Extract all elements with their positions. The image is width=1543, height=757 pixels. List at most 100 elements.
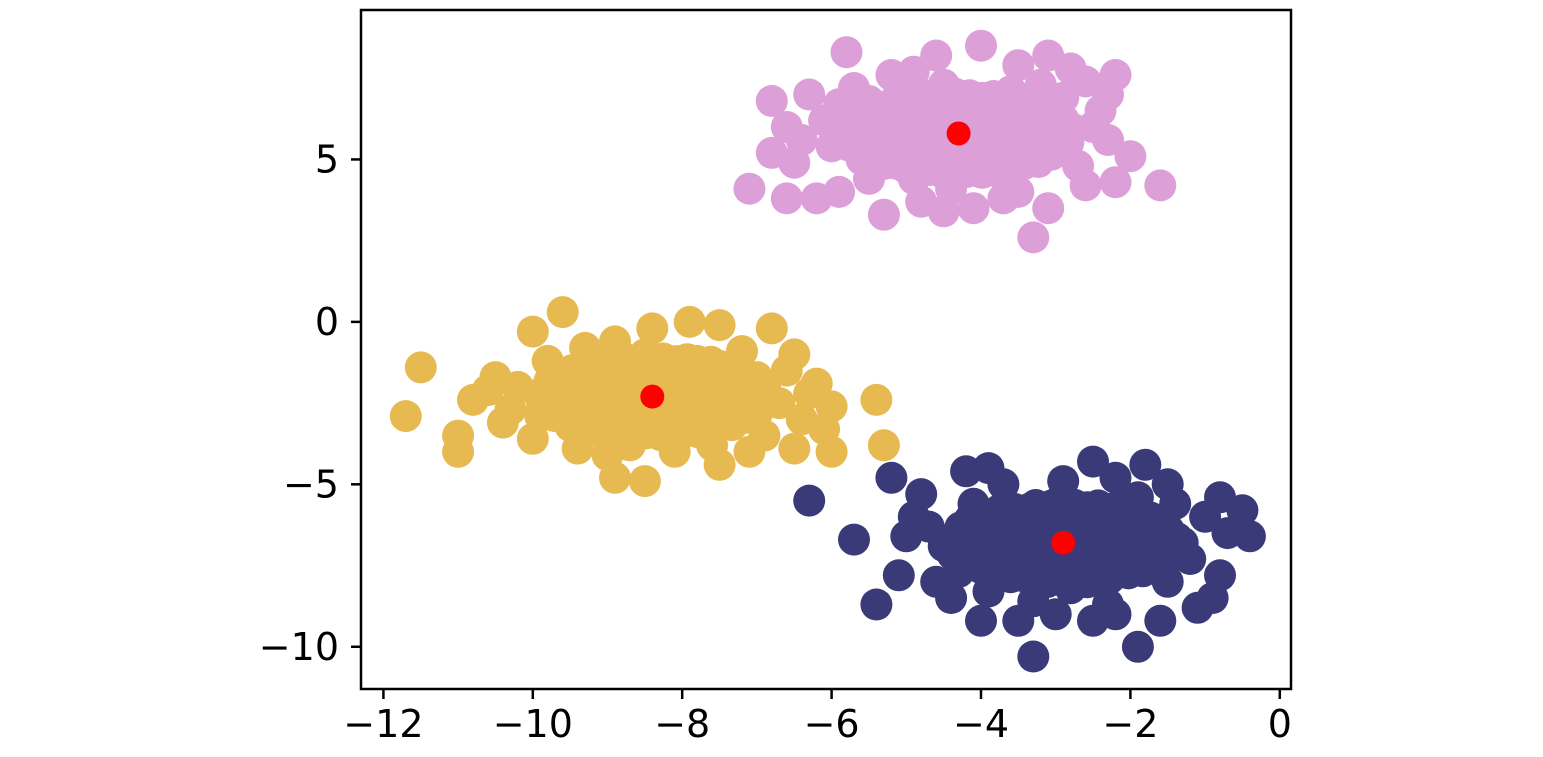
y-tick-label: 5 [315, 137, 339, 181]
scatter-point [389, 400, 422, 433]
scatter-point [1017, 143, 1050, 176]
scatter-point [867, 198, 900, 231]
x-tick-label: 0 [1268, 702, 1292, 746]
scatter-point [965, 29, 997, 62]
scatter-point [1039, 104, 1072, 137]
scatter-point [688, 409, 721, 442]
scatter-point [703, 309, 736, 342]
scatter-point [1099, 461, 1132, 494]
scatter-point [681, 344, 714, 377]
scatter-point [1121, 630, 1154, 663]
scatter-point [1017, 585, 1050, 618]
scatter-point [793, 78, 826, 111]
scatter-point [1099, 598, 1132, 631]
scatter-point [442, 435, 475, 468]
scatter-point [935, 172, 968, 205]
scatter-point [561, 432, 594, 465]
scatter-point [927, 68, 960, 101]
points-layer [389, 29, 1266, 673]
scatter-point [1129, 448, 1162, 481]
scatter-point [1121, 481, 1154, 514]
scatter-point [808, 413, 841, 446]
scatter-point [853, 162, 885, 195]
scatter-point [935, 582, 968, 614]
scatter-point [1174, 543, 1207, 575]
scatter-point [957, 487, 990, 520]
scatter-point [1024, 68, 1057, 101]
scatter-point [875, 461, 908, 494]
scatter-point [942, 556, 975, 588]
scatter-point [479, 361, 512, 394]
scatter-point [599, 325, 631, 358]
scatter-point [1077, 111, 1109, 143]
centroid-point [946, 121, 971, 146]
scatter-point [823, 175, 856, 208]
scatter-point [755, 85, 788, 117]
x-tick-label: −10 [493, 702, 573, 746]
scatter-point [569, 331, 602, 364]
scatter-point [905, 478, 938, 511]
scatter-point [957, 192, 990, 225]
scatter-point [531, 344, 564, 377]
scatter-point [890, 520, 923, 553]
scatter-point [882, 559, 915, 592]
scatter-point [823, 88, 856, 121]
scatter-point [972, 575, 1005, 608]
scatter-point [897, 162, 930, 195]
scatter-point [778, 146, 811, 179]
scatter-point [994, 75, 1027, 108]
scatter-point [1211, 517, 1244, 550]
scatter-point [740, 361, 773, 394]
scatter-point [1144, 169, 1177, 202]
scatter-point [673, 305, 706, 338]
scatter-point [1099, 166, 1132, 199]
scatter-point [860, 383, 893, 416]
scatter-point [770, 354, 803, 387]
scatter-point [920, 39, 953, 72]
scatter-point [1002, 49, 1035, 82]
scatter-point [546, 296, 579, 329]
y-tick-label: 0 [315, 300, 339, 344]
y-axis: −10 −5 0 5 [259, 137, 361, 669]
scatter-point [860, 588, 893, 621]
scatter-point [1106, 507, 1139, 540]
scatter-point [793, 484, 826, 517]
scatter-point [613, 429, 646, 462]
x-tick-label: −12 [343, 702, 423, 746]
scatter-point [770, 182, 803, 215]
scatter-point [1054, 52, 1087, 85]
centroid-point [1051, 530, 1076, 555]
scatter-point [965, 156, 997, 189]
scatter-point [1114, 140, 1147, 173]
scatter-point [733, 172, 766, 205]
scatter-point [494, 393, 527, 426]
scatter-point [516, 315, 549, 348]
scatter-point [733, 435, 766, 468]
scatter-point [890, 68, 923, 101]
scatter-point [987, 468, 1020, 501]
scatter-point [1159, 487, 1192, 520]
scatter-point [636, 312, 669, 345]
x-tick-label: −4 [953, 702, 1009, 746]
scatter-point [1017, 221, 1050, 254]
scatter-point [1024, 510, 1057, 543]
scatter-point [404, 351, 437, 384]
scatter-point [584, 367, 616, 400]
scatter-point [599, 461, 631, 494]
x-axis: −12 −10 −8 −6 −4 −2 0 [343, 689, 1292, 746]
scatter-point [666, 377, 699, 410]
scatter-point [1092, 78, 1124, 111]
scatter-point [643, 357, 676, 390]
scatter-point [1054, 572, 1087, 605]
scatter-point [830, 36, 863, 69]
y-tick-label: −5 [283, 462, 339, 506]
scatter-point [1047, 465, 1080, 498]
scatter-point [1114, 536, 1147, 569]
scatter-point [1062, 500, 1095, 533]
scatter-point [1144, 604, 1177, 637]
x-tick-label: −6 [804, 702, 860, 746]
centroid-point [640, 384, 665, 409]
scatter-point [1189, 500, 1222, 533]
x-tick-label: −8 [654, 702, 710, 746]
scatter-point [628, 465, 661, 498]
